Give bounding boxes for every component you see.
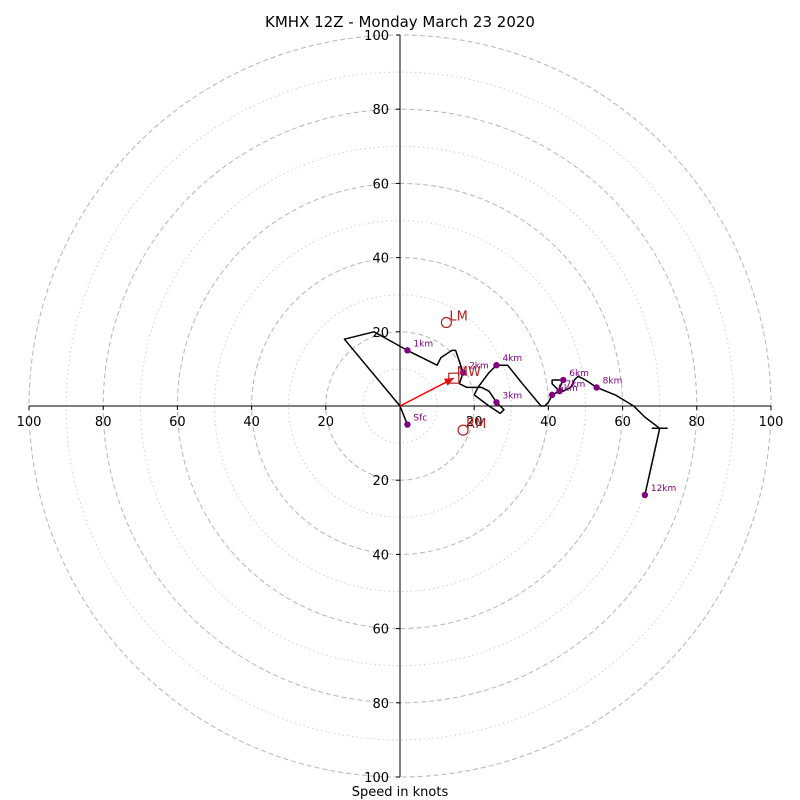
storm-motion-label: RM [466, 417, 486, 432]
y-tick-label: 100 [364, 29, 389, 44]
height-marker-label: 7km [566, 380, 586, 390]
tick-labels: 100 80 60 40 20 20 40 60 80 100100806040202040608… [17, 29, 784, 786]
x-tick-label: 60 [169, 415, 186, 430]
x-tick-label: 20 [318, 415, 335, 430]
x-axis-label: Speed in knots [352, 785, 449, 800]
x-tick-label: 20 [466, 415, 483, 430]
height-marker-point [548, 391, 556, 399]
height-marker-label: Sfc [413, 414, 427, 424]
y-tick-label: 40 [372, 252, 389, 267]
x-tick-label: 80 [689, 415, 706, 430]
height-marker-point [493, 361, 500, 369]
x-tick-label: 40 [243, 415, 260, 430]
y-tick-label: 80 [372, 103, 389, 118]
y-tick-label: 60 [372, 177, 389, 192]
height-marker-label: 3km [502, 391, 522, 401]
height-marker-point [556, 387, 563, 395]
height-marker-point [459, 369, 467, 376]
height-marker-point [641, 491, 649, 499]
y-tick-label: 20 [372, 474, 389, 489]
y-tick-label: 60 [372, 623, 389, 638]
y-tick-label: 80 [372, 697, 389, 712]
height-marker-point [560, 376, 567, 384]
storm-motion-label: LM [449, 310, 467, 325]
x-tick-label: 60 [614, 415, 631, 430]
y-tick-label: 40 [372, 548, 389, 563]
height-marker-label: 4km [502, 354, 522, 364]
x-tick-label: 100 [17, 415, 42, 430]
height-marker-point [404, 347, 411, 354]
storm-motion-marker [457, 424, 469, 436]
height-marker-label: 1km [413, 339, 433, 349]
x-tick-label: 80 [95, 415, 112, 430]
height-marker-point [493, 399, 500, 406]
hodograph-line [343, 331, 668, 496]
chart-title: KMHX 12Z - Monday March 23 2020 [265, 13, 535, 31]
height-marker-point [404, 421, 411, 428]
storm-motion-markers: LM RM MW [440, 310, 486, 436]
height-marker-label: 8km [603, 376, 623, 386]
y-tick-label: 100 [364, 771, 389, 786]
x-tick-label: 40 [540, 415, 557, 430]
mean-wind-marker [448, 372, 460, 384]
mean-wind-arrow [399, 377, 455, 407]
height-marker-label: 2km [469, 362, 489, 372]
x-tick-label: 100 [759, 415, 784, 430]
storm-motion-marker [440, 316, 452, 329]
height-marker-point [593, 384, 600, 391]
height-marker-label: 12km [651, 484, 676, 494]
height-marker-label: 6km [569, 369, 589, 379]
storm-motion-label: MW [457, 365, 481, 380]
height-marker-label: 5km [558, 384, 578, 394]
